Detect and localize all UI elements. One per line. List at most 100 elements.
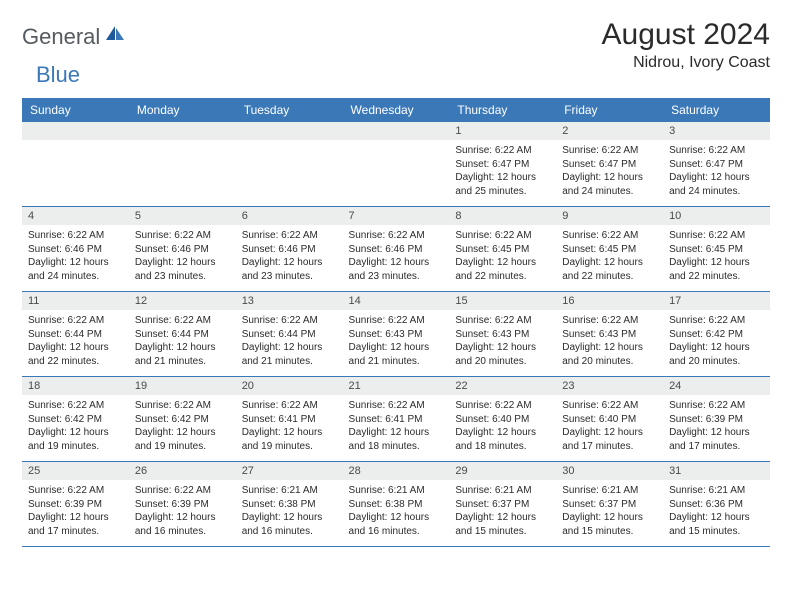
sunrise-line: Sunrise: 6:22 AM	[562, 230, 638, 241]
day-number: 18	[22, 377, 129, 395]
day-cell: 1Sunrise: 6:22 AMSunset: 6:47 PMDaylight…	[449, 122, 556, 207]
calendar-table: SundayMondayTuesdayWednesdayThursdayFrid…	[22, 98, 770, 547]
day-number: 24	[663, 377, 770, 395]
sunset-line: Sunset: 6:39 PM	[28, 499, 102, 510]
day-cell: 29Sunrise: 6:21 AMSunset: 6:37 PMDayligh…	[449, 462, 556, 547]
daylight-line: Daylight: 12 hours and 20 minutes.	[455, 342, 536, 367]
day-number: 19	[129, 377, 236, 395]
daylight-line: Daylight: 12 hours and 22 minutes.	[562, 257, 643, 282]
daylight-line: Daylight: 12 hours and 21 minutes.	[349, 342, 430, 367]
day-number: 11	[22, 292, 129, 310]
day-cell: 9Sunrise: 6:22 AMSunset: 6:45 PMDaylight…	[556, 207, 663, 292]
empty-day-number	[22, 122, 129, 140]
day-cell: 19Sunrise: 6:22 AMSunset: 6:42 PMDayligh…	[129, 377, 236, 462]
sunset-line: Sunset: 6:45 PM	[455, 244, 529, 255]
sunrise-line: Sunrise: 6:22 AM	[455, 230, 531, 241]
day-body: Sunrise: 6:22 AMSunset: 6:40 PMDaylight:…	[449, 395, 556, 461]
day-number: 16	[556, 292, 663, 310]
sunrise-line: Sunrise: 6:22 AM	[28, 485, 104, 496]
empty-day-body	[22, 140, 129, 198]
day-cell: 30Sunrise: 6:21 AMSunset: 6:37 PMDayligh…	[556, 462, 663, 547]
daylight-line: Daylight: 12 hours and 19 minutes.	[28, 427, 109, 452]
daylight-line: Daylight: 12 hours and 19 minutes.	[242, 427, 323, 452]
day-number: 3	[663, 122, 770, 140]
daylight-line: Daylight: 12 hours and 25 minutes.	[455, 172, 536, 197]
day-body: Sunrise: 6:22 AMSunset: 6:42 PMDaylight:…	[129, 395, 236, 461]
sunset-line: Sunset: 6:44 PM	[28, 329, 102, 340]
day-body: Sunrise: 6:22 AMSunset: 6:46 PMDaylight:…	[129, 225, 236, 291]
calendar-body: 1Sunrise: 6:22 AMSunset: 6:47 PMDaylight…	[22, 122, 770, 547]
day-body: Sunrise: 6:22 AMSunset: 6:47 PMDaylight:…	[556, 140, 663, 206]
day-body: Sunrise: 6:22 AMSunset: 6:46 PMDaylight:…	[343, 225, 450, 291]
daylight-line: Daylight: 12 hours and 22 minutes.	[28, 342, 109, 367]
day-cell: 2Sunrise: 6:22 AMSunset: 6:47 PMDaylight…	[556, 122, 663, 207]
daylight-line: Daylight: 12 hours and 15 minutes.	[669, 512, 750, 537]
day-cell: 15Sunrise: 6:22 AMSunset: 6:43 PMDayligh…	[449, 292, 556, 377]
daylight-line: Daylight: 12 hours and 15 minutes.	[562, 512, 643, 537]
sunrise-line: Sunrise: 6:21 AM	[349, 485, 425, 496]
daylight-line: Daylight: 12 hours and 21 minutes.	[242, 342, 323, 367]
sunset-line: Sunset: 6:41 PM	[349, 414, 423, 425]
sunset-line: Sunset: 6:46 PM	[28, 244, 102, 255]
week-row: 11 Sunrise: 6:22 AM Sunset: 6:44 PM Dayligh…	[22, 292, 770, 377]
day-header: Sunday	[22, 98, 129, 122]
sunrise-line: Sunrise: 6:22 AM	[455, 315, 531, 326]
sunrise-line: Sunrise: 6:22 AM	[562, 400, 638, 411]
sail-icon	[104, 24, 126, 47]
day-cell: 24Sunrise: 6:22 AMSunset: 6:39 PMDayligh…	[663, 377, 770, 462]
day-number: 17	[663, 292, 770, 310]
day-number: 2	[556, 122, 663, 140]
day-cell: 25Sunrise: 6:22 AMSunset: 6:39 PMDayligh…	[22, 462, 129, 547]
day-body: Sunrise: 6:22 AMSunset: 6:46 PMDaylight:…	[22, 225, 129, 291]
sunset-line: Sunset: 6:44 PM	[135, 329, 209, 340]
day-cell	[236, 122, 343, 207]
day-cell: 7Sunrise: 6:22 AMSunset: 6:46 PMDaylight…	[343, 207, 450, 292]
day-cell: 20Sunrise: 6:22 AMSunset: 6:41 PMDayligh…	[236, 377, 343, 462]
day-header: Thursday	[449, 98, 556, 122]
day-header-row: SundayMondayTuesdayWednesdayThursdayFrid…	[22, 98, 770, 122]
day-cell: 12 Sunrise: 6:22 AM Sunset: 6:44 PM Dayligh…	[129, 292, 236, 377]
daylight-line: Daylight: 12 hours and 23 minutes.	[242, 257, 323, 282]
empty-day-body	[343, 140, 450, 198]
day-cell: 3Sunrise: 6:22 AMSunset: 6:47 PMDaylight…	[663, 122, 770, 207]
day-cell: 10Sunrise: 6:22 AMSunset: 6:45 PMDayligh…	[663, 207, 770, 292]
day-cell: 21Sunrise: 6:22 AMSunset: 6:41 PMDayligh…	[343, 377, 450, 462]
day-cell: 13Sunrise: 6:22 AMSunset: 6:44 PMDayligh…	[236, 292, 343, 377]
daylight-line: Daylight: 12 hours and 21 minutes.	[135, 342, 216, 367]
sunrise-line: Sunrise: 6:22 AM	[242, 315, 318, 326]
day-body: Sunrise: 6:22 AMSunset: 6:45 PMDaylight:…	[449, 225, 556, 291]
day-header: Friday	[556, 98, 663, 122]
day-body: Sunrise: 6:22 AMSunset: 6:43 PMDaylight:…	[449, 310, 556, 376]
day-cell: 27Sunrise: 6:21 AMSunset: 6:38 PMDayligh…	[236, 462, 343, 547]
daylight-line: Daylight: 12 hours and 16 minutes.	[135, 512, 216, 537]
day-cell	[343, 122, 450, 207]
day-body: Sunrise: 6:22 AMSunset: 6:45 PMDaylight:…	[663, 225, 770, 291]
day-number: 22	[449, 377, 556, 395]
day-cell: 5Sunrise: 6:22 AMSunset: 6:46 PMDaylight…	[129, 207, 236, 292]
sunset-line: Sunset: 6:47 PM	[455, 159, 529, 170]
day-number: 14	[343, 292, 450, 310]
title-block: August 2024 Nidrou, Ivory Coast	[602, 18, 770, 72]
sunrise-line: Sunrise: 6:22 AM	[28, 230, 104, 241]
sunset-line: Sunset: 6:37 PM	[562, 499, 636, 510]
month-title: August 2024	[602, 18, 770, 52]
day-number: 20	[236, 377, 343, 395]
day-body: Sunrise: 6:22 AMSunset: 6:44 PMDaylight:…	[22, 310, 129, 376]
sunrise-line: Sunrise: 6:22 AM	[135, 315, 211, 326]
daylight-line: Daylight: 12 hours and 20 minutes.	[669, 342, 750, 367]
empty-day-body	[129, 140, 236, 198]
day-body: Sunrise: 6:22 AMSunset: 6:42 PMDaylight:…	[663, 310, 770, 376]
day-number: 12	[129, 292, 236, 310]
sunrise-line: Sunrise: 6:22 AM	[349, 315, 425, 326]
daylight-line: Daylight: 12 hours and 17 minutes.	[669, 427, 750, 452]
sunrise-line: Sunrise: 6:22 AM	[135, 485, 211, 496]
logo: General	[22, 18, 128, 50]
daylight-line: Daylight: 12 hours and 20 minutes.	[562, 342, 643, 367]
sunrise-line: Sunrise: 6:22 AM	[28, 400, 104, 411]
sunrise-line: Sunrise: 6:22 AM	[135, 400, 211, 411]
day-body: Sunrise: 6:22 AM Sunset: 6:44 PM Daylight:…	[129, 310, 236, 376]
day-number: 10	[663, 207, 770, 225]
day-cell: 17Sunrise: 6:22 AMSunset: 6:42 PMDayligh…	[663, 292, 770, 377]
day-number: 21	[343, 377, 450, 395]
sunrise-line: Sunrise: 6:22 AM	[669, 230, 745, 241]
